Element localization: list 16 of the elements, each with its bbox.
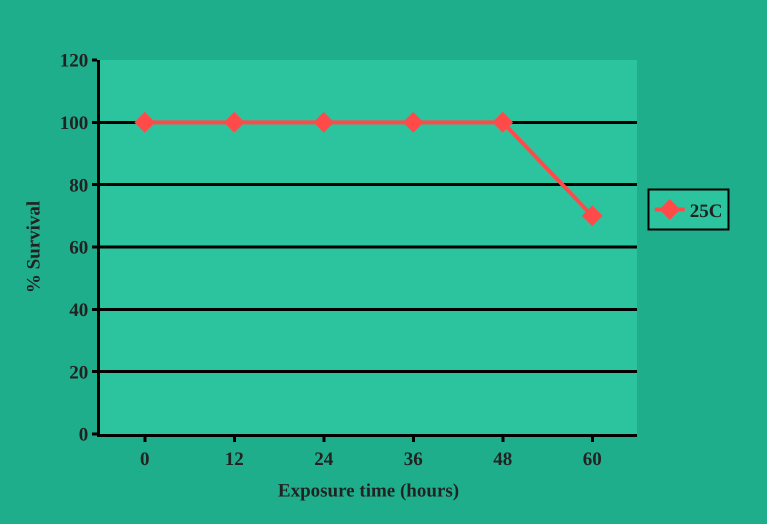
x-tick-label: 60 xyxy=(582,448,602,470)
y-axis-title: % Survival xyxy=(24,200,45,294)
y-tick-label: 0 xyxy=(78,424,88,446)
legend-label: 25C xyxy=(690,200,722,222)
y-tick-label: 100 xyxy=(60,112,88,134)
y-tick-label: 60 xyxy=(69,238,88,259)
x-tick-label: 0 xyxy=(140,448,150,470)
x-tick-label: 24 xyxy=(314,448,334,470)
y-tick-label: 20 xyxy=(69,362,88,384)
x-tick-label: 48 xyxy=(493,448,512,470)
x-axis-title: Exposure time (hours) xyxy=(278,480,460,502)
x-tick-label: 36 xyxy=(404,448,423,470)
y-tick-label: 40 xyxy=(69,300,88,321)
x-tick-label: 12 xyxy=(224,448,244,470)
y-tick-label: 80 xyxy=(69,175,88,196)
y-tick-label: 120 xyxy=(60,50,88,72)
